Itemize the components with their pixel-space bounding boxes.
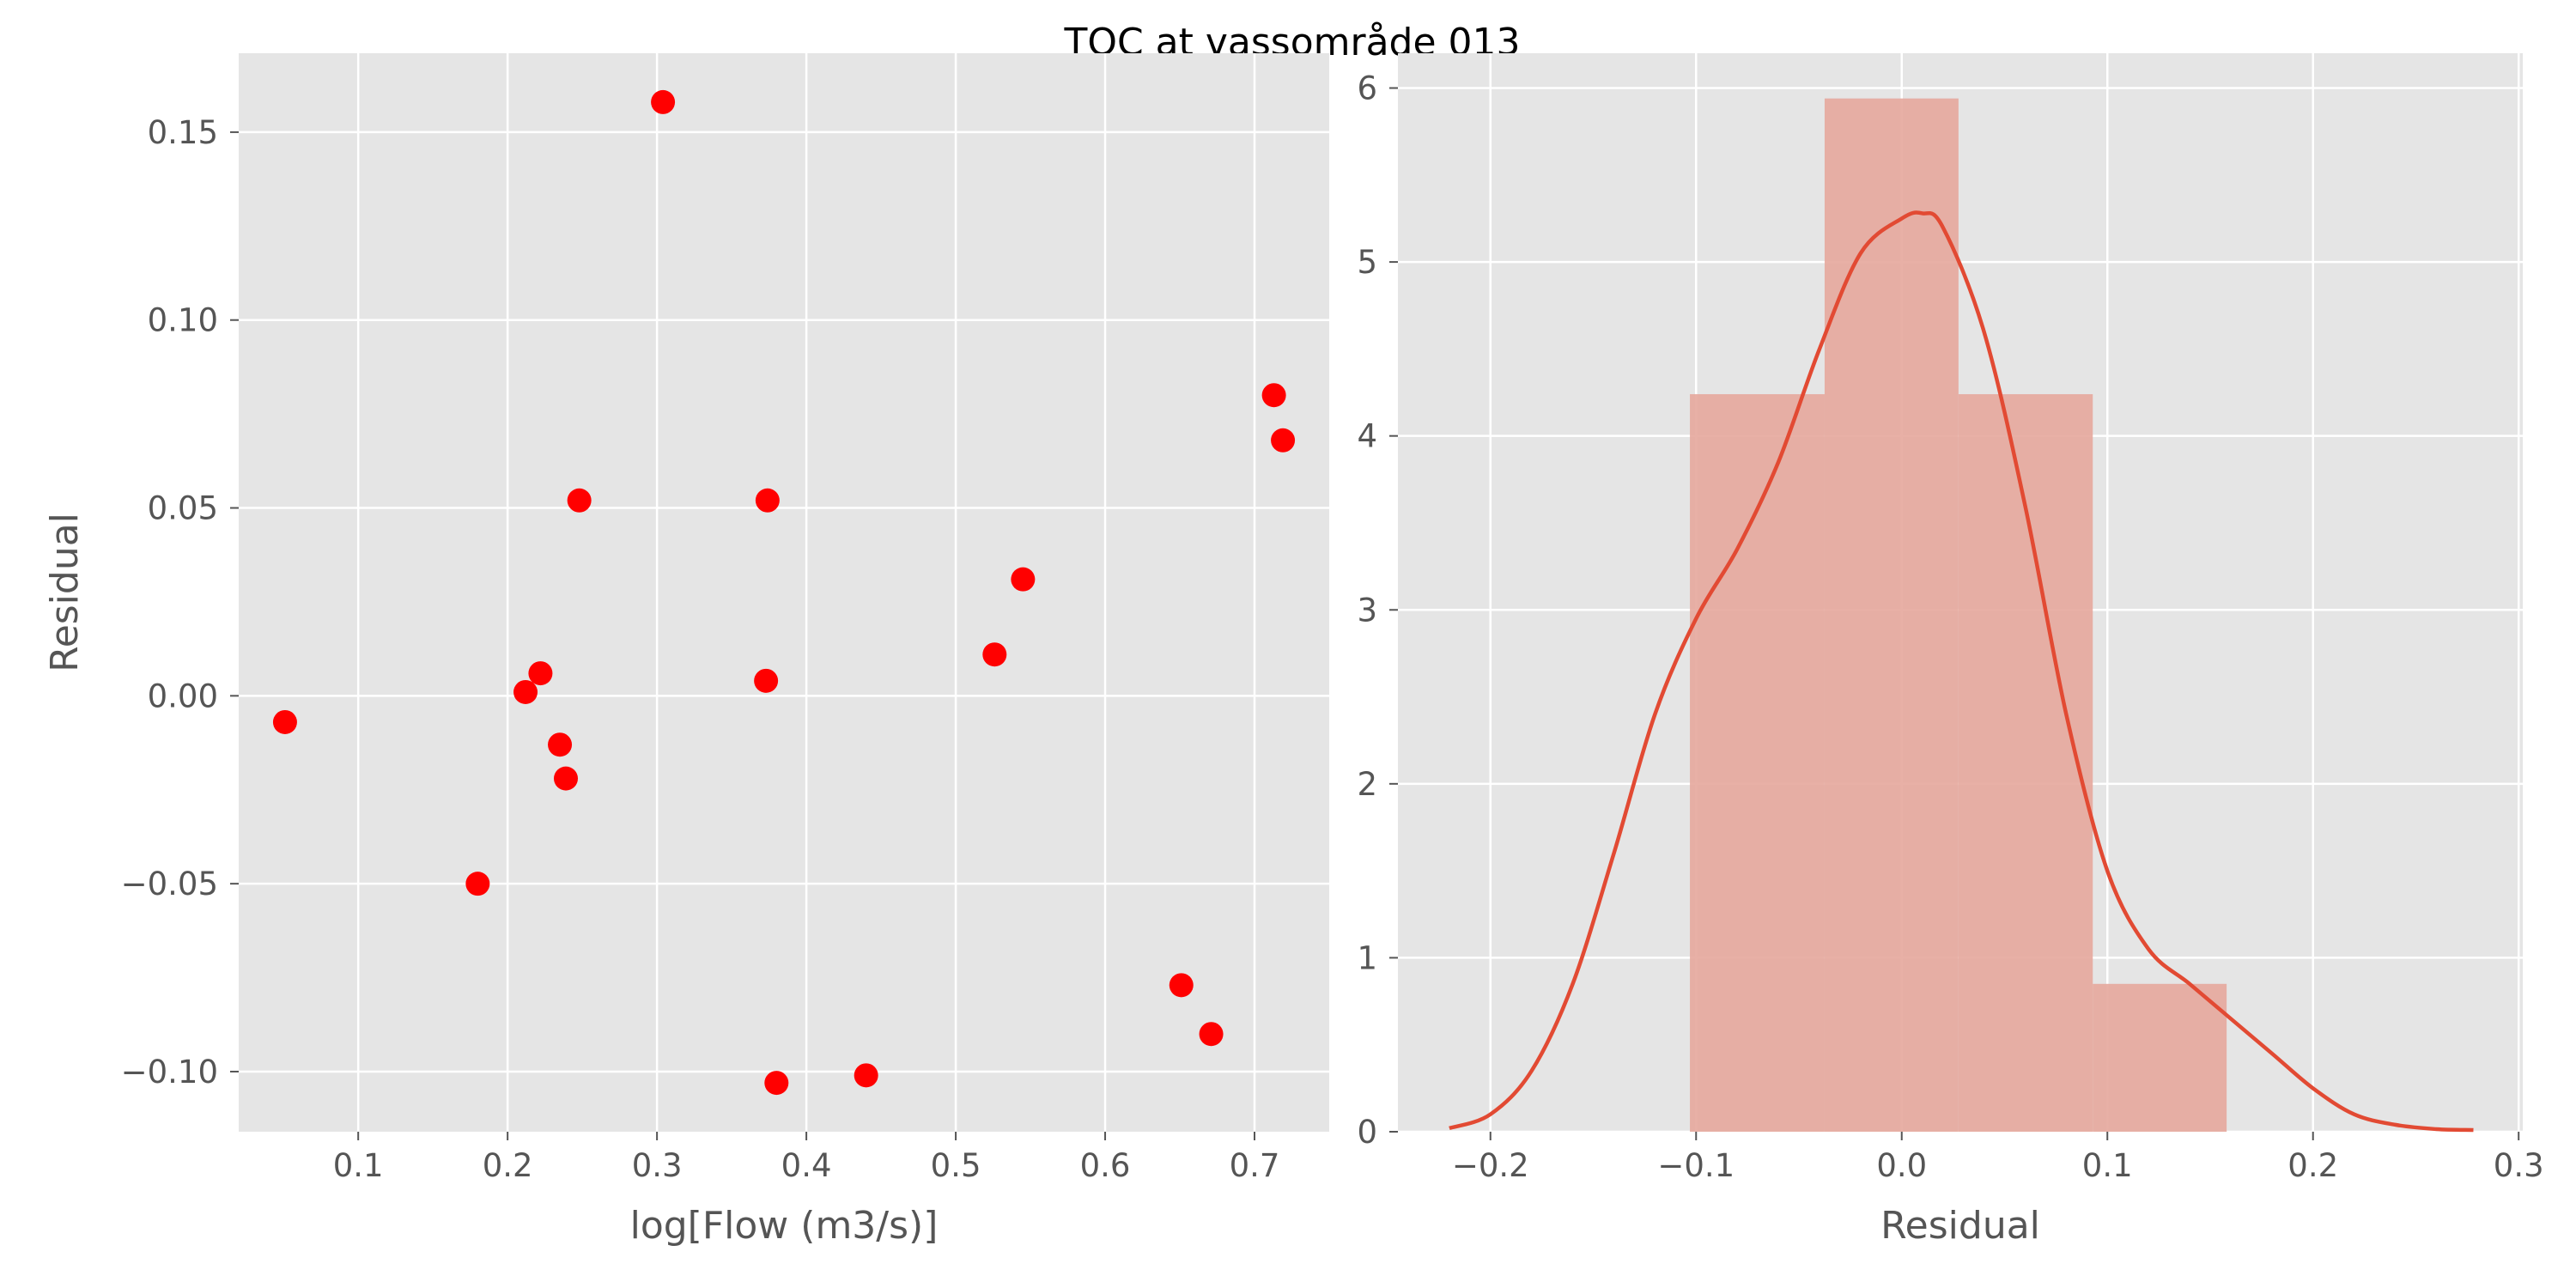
- histogram-x-tick-label: 0.1: [2082, 1147, 2133, 1184]
- histogram-y-tick-label: 6: [1357, 70, 1377, 107]
- histogram-panel: −0.2 −0.1 0.0 0.1 0.2 0.3 0 1 2 3 4 5 6 Residual: [1357, 53, 2544, 1248]
- scatter-point: [465, 872, 490, 896]
- histogram-y-tick-label: 1: [1357, 939, 1377, 976]
- scatter-point: [1011, 567, 1036, 592]
- scatter-points: [272, 89, 1296, 1096]
- histogram-bars: [1690, 98, 2227, 1132]
- histogram-y-tick-label: 0: [1357, 1114, 1377, 1151]
- scatter-y-tick-label: 0.15: [148, 114, 218, 151]
- scatter-point: [528, 661, 553, 686]
- scatter-x-tick-label: 0.1: [333, 1147, 384, 1184]
- scatter-y-axis-label: Residual: [43, 513, 87, 672]
- scatter-grid: [239, 53, 1329, 1132]
- scatter-point: [764, 1071, 789, 1096]
- scatter-x-tick-label: 0.2: [483, 1147, 533, 1184]
- scatter-point: [1261, 383, 1286, 408]
- histogram-bar: [1824, 98, 1959, 1132]
- scatter-y-tick-label: −0.10: [121, 1054, 218, 1091]
- scatter-x-tick-label: 0.5: [931, 1147, 981, 1184]
- histogram-y-tick-label: 5: [1357, 244, 1377, 281]
- scatter-point: [1271, 428, 1296, 453]
- histogram-x-axis-label: Residual: [1880, 1204, 2040, 1248]
- histogram-x-tick-label: 0.3: [2494, 1147, 2544, 1184]
- scatter-x-tick-label: 0.3: [632, 1147, 683, 1184]
- histogram-y-tick-label: 2: [1357, 766, 1377, 803]
- scatter-panel: 0.1 0.2 0.3 0.4 0.5 0.6 0.7 −0.10 −0.05 0.00 0.05 0…: [43, 53, 1329, 1248]
- histogram-x-tick-label: 0.2: [2287, 1147, 2338, 1184]
- scatter-point: [554, 766, 578, 791]
- histogram-bar: [2093, 983, 2227, 1132]
- scatter-point: [754, 668, 779, 693]
- scatter-y-tick-label: 0.10: [148, 302, 218, 339]
- scatter-point: [982, 642, 1007, 667]
- histogram-x-tick-label: 0.0: [1876, 1147, 1927, 1184]
- histogram-y-tick-label: 3: [1357, 592, 1377, 629]
- scatter-ticks: 0.1 0.2 0.3 0.4 0.5 0.6 0.7 −0.10 −0.05 0.00 0.05 0…: [121, 114, 1280, 1184]
- scatter-point: [755, 488, 780, 513]
- histogram-x-tick-label: −0.1: [1657, 1147, 1735, 1184]
- scatter-point: [854, 1063, 878, 1088]
- scatter-x-tick-label: 0.7: [1230, 1147, 1280, 1184]
- scatter-x-axis-label: log[Flow (m3/s)]: [630, 1204, 939, 1248]
- scatter-y-tick-label: −0.05: [121, 866, 218, 902]
- scatter-point: [272, 709, 297, 734]
- scatter-point: [513, 679, 538, 704]
- scatter-point: [567, 488, 592, 513]
- scatter-point: [1169, 973, 1194, 998]
- scatter-y-tick-label: 0.00: [148, 677, 218, 714]
- scatter-point: [548, 732, 573, 757]
- scatter-x-tick-label: 0.4: [781, 1147, 832, 1184]
- scatter-x-tick-label: 0.6: [1080, 1147, 1131, 1184]
- scatter-point: [1199, 1022, 1224, 1047]
- histogram-ticks: −0.2 −0.1 0.0 0.1 0.2 0.3 0 1 2 3 4 5 6: [1357, 70, 2543, 1184]
- histogram-y-tick-label: 4: [1357, 418, 1377, 455]
- kde-curve: [1449, 210, 2474, 1133]
- scatter-point: [651, 89, 676, 114]
- histogram-bar: [1690, 394, 1825, 1132]
- scatter-plot-area: [239, 53, 1329, 1132]
- scatter-y-tick-label: 0.05: [148, 490, 218, 527]
- histogram-x-tick-label: −0.2: [1452, 1147, 1529, 1184]
